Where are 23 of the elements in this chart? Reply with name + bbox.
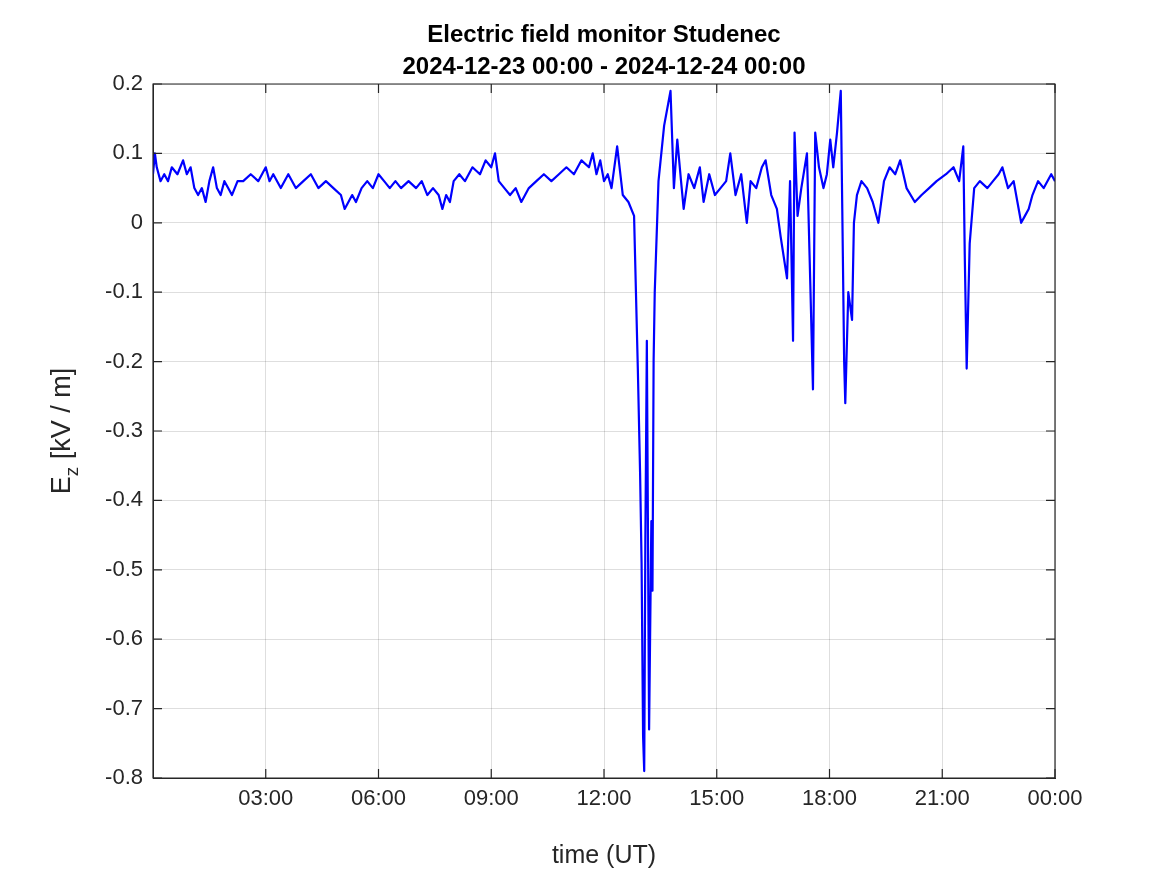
x-axis-title: time (UT) bbox=[551, 839, 657, 868]
y-tick-label: -0.1 bbox=[105, 278, 143, 304]
x-tick-label: 09:00 bbox=[463, 785, 519, 811]
x-tick-label: 18:00 bbox=[801, 785, 858, 811]
y-tick-label: 0.2 bbox=[112, 70, 143, 96]
y-tick-label: -0.5 bbox=[105, 555, 143, 581]
y-axis-title: Ez [kV / m] bbox=[46, 367, 83, 495]
x-tick-label: 00:00 bbox=[1027, 785, 1083, 811]
y-tick-label: -0.3 bbox=[105, 417, 143, 443]
x-tick-label: 21:00 bbox=[914, 785, 970, 811]
chart-subtitle: 2024-12-23 00:00 - 2024-12-24 00:00 bbox=[402, 52, 806, 79]
y-tick-label: -0.6 bbox=[105, 625, 143, 651]
x-tick-label: 06:00 bbox=[350, 785, 407, 811]
x-tick-label: 03:00 bbox=[238, 785, 294, 811]
y-tick-label: -0.2 bbox=[105, 347, 143, 373]
y-tick-label: -0.8 bbox=[105, 764, 143, 790]
y-tick-label: -0.4 bbox=[105, 486, 143, 512]
x-tick-label: 12:00 bbox=[576, 785, 632, 811]
y-tick-label: 0 bbox=[130, 208, 143, 234]
y-tick-label: 0.1 bbox=[112, 139, 143, 165]
y-tick-label: -0.7 bbox=[105, 694, 143, 720]
x-tick-label: 15:00 bbox=[689, 785, 745, 811]
chart-title: Electric field monitor Studenec bbox=[427, 20, 781, 47]
